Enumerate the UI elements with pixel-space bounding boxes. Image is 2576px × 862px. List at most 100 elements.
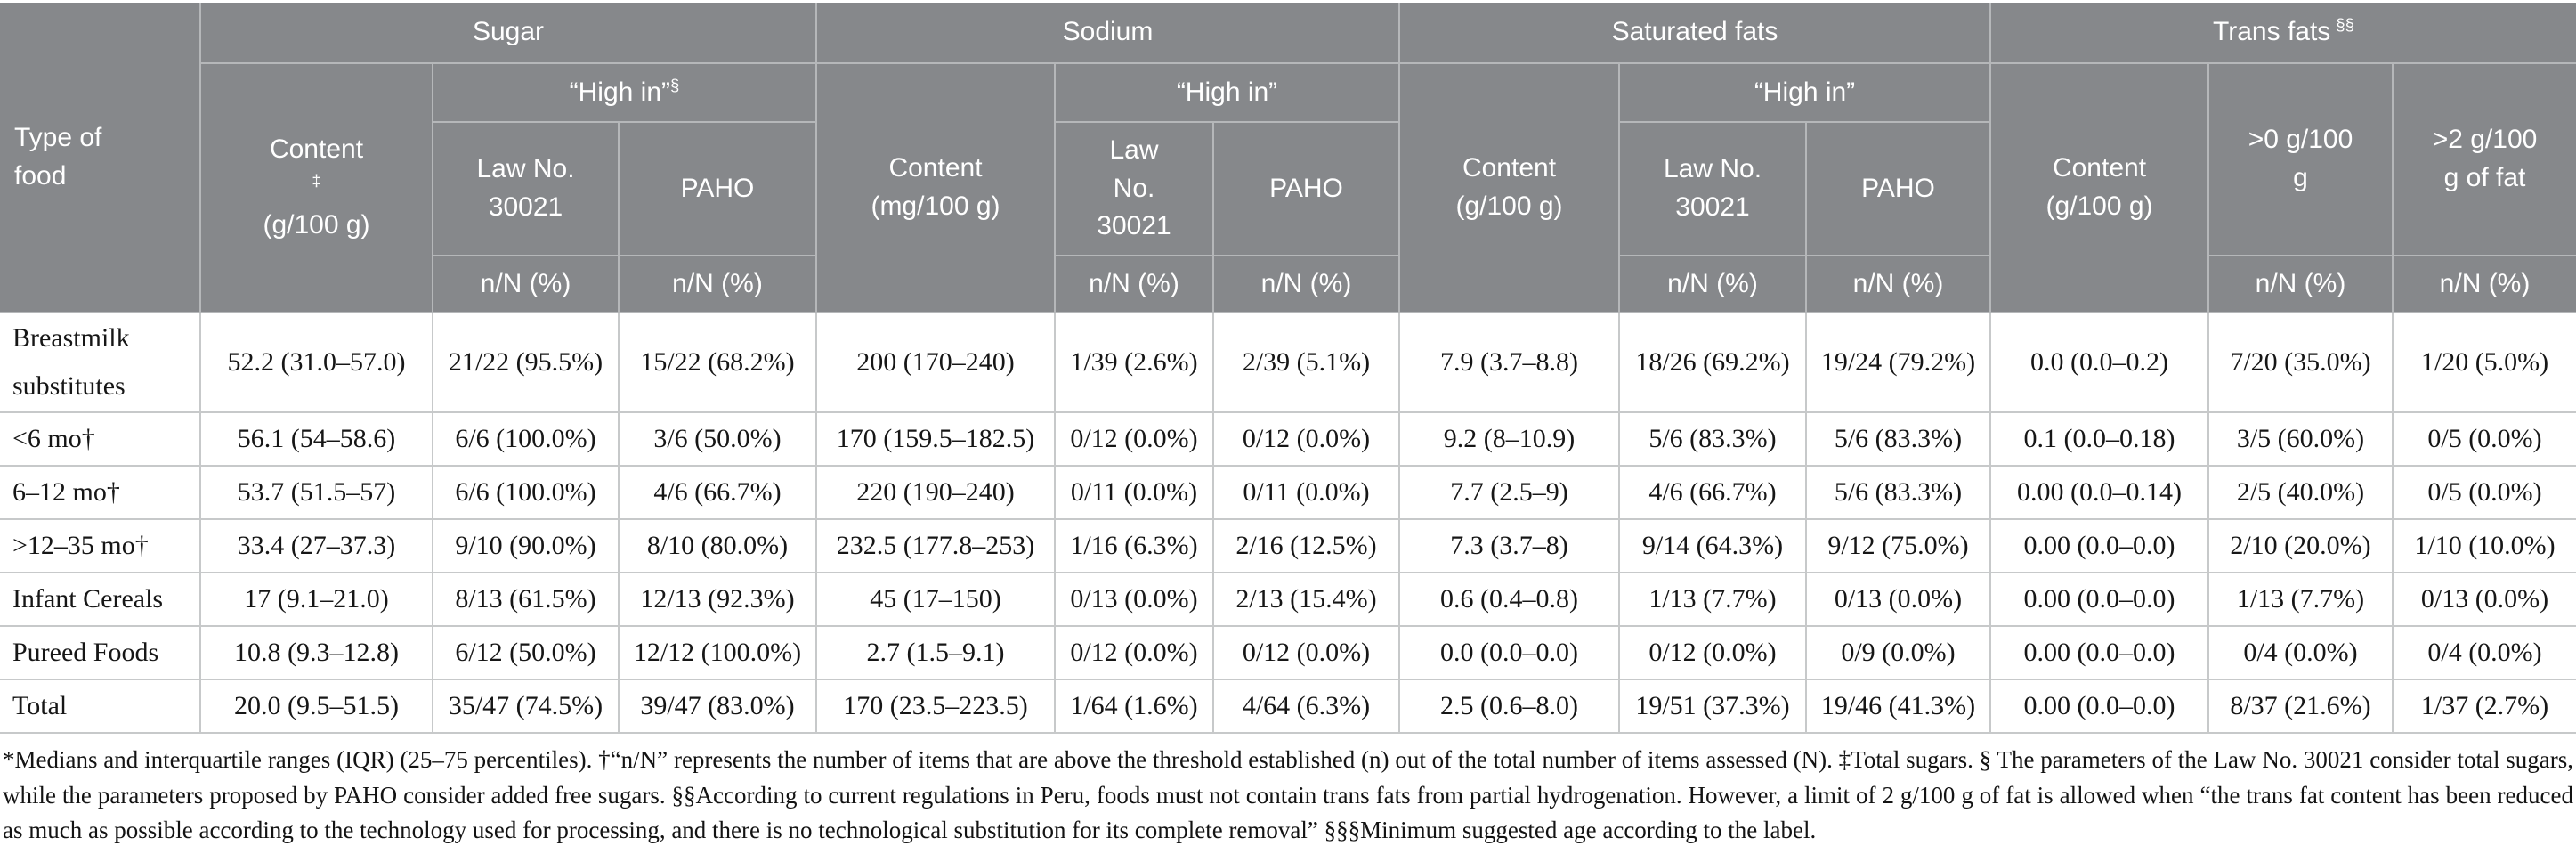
table-cell: 2.5 (0.6–8.0) <box>1398 679 1620 734</box>
table-cell: 0/13 (0.0%) <box>1054 572 1214 627</box>
sodium-paho-label: PAHO <box>1269 173 1343 203</box>
sugar-content-line1: Content ‡ <box>208 131 425 207</box>
table-row-breastmilk-substitutes: Breastmilk substitutes 52.2 (31.0–57.0) … <box>0 312 2576 413</box>
table-cell: 1/64 (1.6%) <box>1054 679 1214 734</box>
table-cell: 4/64 (6.3%) <box>1212 679 1400 734</box>
table-row-pureed-foods: Pureed Foods 10.8 (9.3–12.8) 6/12 (50.0%… <box>0 625 2576 680</box>
table-row-total: Total 20.0 (9.5–51.5) 35/47 (74.5%) 39/4… <box>0 679 2576 734</box>
table-cell: 52.2 (31.0–57.0) <box>199 312 433 413</box>
table-cell: 0/11 (0.0%) <box>1212 465 1400 520</box>
sugar-law-line1: Law No. <box>476 154 575 184</box>
row-label: Pureed Foods <box>0 625 201 680</box>
table-cell: 0/5 (0.0%) <box>2391 411 2576 467</box>
table-cell: 4/6 (66.7%) <box>618 465 817 520</box>
table-cell: 2/16 (12.5%) <box>1212 518 1400 573</box>
table-cell: 0.00 (0.0–0.14) <box>1989 465 2209 520</box>
transfat-content-word: Content <box>2052 153 2147 183</box>
table-cell: 6/12 (50.0%) <box>432 625 620 680</box>
row-label: Total <box>0 679 201 734</box>
col-header-type-of-food: Type of food <box>0 3 201 313</box>
sugar-high-in-footnote-mark: § <box>670 75 680 94</box>
sugar-content-unit: (g/100 g) <box>263 210 370 240</box>
transfat-content-unit: (g/100 g) <box>2045 191 2153 221</box>
col-header-transfat-gt0: >0 g/100 g <box>2207 62 2394 256</box>
table-cell: 0.00 (0.0–0.0) <box>1989 625 2209 680</box>
table-cell: 2.7 (1.5–9.1) <box>815 625 1056 680</box>
sodium-law-line3: 30021 <box>1097 211 1171 241</box>
nutrient-table: Type of food Sugar Sodium Saturated fats… <box>0 3 2576 734</box>
table-cell: 0/12 (0.0%) <box>1054 625 1214 680</box>
transfat-gt2-line1: >2 g/100 <box>2432 125 2538 155</box>
table-cell: 232.5 (177.8–253) <box>815 518 1056 573</box>
col-header-sugar-paho-nn: n/N (%) <box>618 255 817 313</box>
table-cell: 9/12 (75.0%) <box>1805 518 1991 573</box>
header-subgroup-row: Content ‡ (g/100 g) “High in”§ Content (m… <box>0 62 2576 313</box>
satfat-law-line1: Law No. <box>1663 154 1762 184</box>
table-cell: 200 (170–240) <box>815 312 1056 413</box>
table-cell: 5/6 (83.3%) <box>1805 411 1991 467</box>
row-label: Breastmilk substitutes <box>0 312 201 413</box>
col-header-sugar-content: Content ‡ (g/100 g) <box>200 62 433 313</box>
table-cell: 7.7 (2.5–9) <box>1398 465 1620 520</box>
table-cell: 5/6 (83.3%) <box>1618 411 1807 467</box>
sugar-content-word: Content <box>269 134 364 165</box>
table-cell: 0.00 (0.0–0.0) <box>1989 679 2209 734</box>
satfat-paho-label: PAHO <box>1861 173 1935 203</box>
table-cell: 53.7 (51.5–57) <box>199 465 433 520</box>
group-header-sodium: Sodium <box>815 3 1400 64</box>
table-cell: 1/13 (7.7%) <box>2207 572 2394 627</box>
table-cell: 0.1 (0.0–0.18) <box>1989 411 2209 467</box>
satfat-content-word: Content <box>1462 153 1557 183</box>
col-header-sodium-high-in: “High in” <box>1054 62 1400 123</box>
sugar-law-line2: 30021 <box>488 192 563 222</box>
table-cell: 3/5 (60.0%) <box>2207 411 2394 467</box>
table-cell: 1/16 (6.3%) <box>1054 518 1214 573</box>
table-cell: 21/22 (95.5%) <box>432 312 620 413</box>
sodium-high-in-label: “High in” <box>1176 77 1278 107</box>
sodium-content-word: Content <box>888 153 983 183</box>
footnote: *Medians and interquartile ranges (IQR) … <box>3 746 2573 844</box>
table-cell: 45 (17–150) <box>815 572 1056 627</box>
header-criteria-row: Law No. 30021 PAHO Law No. 30021 PAHO La… <box>0 121 2576 256</box>
table-cell: 0/4 (0.0%) <box>2391 625 2576 680</box>
table-cell: 5/6 (83.3%) <box>1805 465 1991 520</box>
table-cell: 39/47 (83.0%) <box>618 679 817 734</box>
table-cell: 0/12 (0.0%) <box>1212 411 1400 467</box>
group-header-saturated-fats: Saturated fats <box>1398 3 1991 64</box>
col-header-transfat-gt2-nn: n/N (%) <box>2391 255 2576 313</box>
table-cell: 7/20 (35.0%) <box>2207 312 2394 413</box>
header-group-row: Type of food Sugar Sodium Saturated fats… <box>0 3 2576 313</box>
table-cell: 0/12 (0.0%) <box>1618 625 1807 680</box>
col-header-sugar-high-in: “High in”§ <box>432 62 817 123</box>
row-label: Infant Cereals <box>0 572 201 627</box>
table-cell: 0.0 (0.0–0.0) <box>1398 625 1620 680</box>
sugar-high-in-label: “High in” <box>569 77 671 107</box>
sugar-content-footnote-mark: ‡ <box>312 170 321 190</box>
table-cell: 0.6 (0.4–0.8) <box>1398 572 1620 627</box>
table-cell: 8/10 (80.0%) <box>618 518 817 573</box>
table-cell: 9/14 (64.3%) <box>1618 518 1807 573</box>
table-cell: 0/12 (0.0%) <box>1212 625 1400 680</box>
table-cell: 1/39 (2.6%) <box>1054 312 1214 413</box>
table-cell: 170 (159.5–182.5) <box>815 411 1056 467</box>
row-label: 6–12 mo† <box>0 465 201 520</box>
table-cell: 6/6 (100.0%) <box>432 465 620 520</box>
table-cell: 0/13 (0.0%) <box>1805 572 1991 627</box>
col-header-sodium-paho: PAHO <box>1212 121 1400 256</box>
table-cell: 8/13 (61.5%) <box>432 572 620 627</box>
table-cell: 3/6 (50.0%) <box>618 411 817 467</box>
satfat-law-line2: 30021 <box>1675 192 1750 222</box>
table-cell: 9/10 (90.0%) <box>432 518 620 573</box>
table-cell: 0/4 (0.0%) <box>2207 625 2394 680</box>
satfat-high-in-label: “High in” <box>1754 77 1856 107</box>
type-of-food-line2: food <box>14 160 67 191</box>
col-header-transfat-content: Content (g/100 g) <box>1989 62 2209 313</box>
col-header-sodium-law: Law No. 30021 <box>1054 121 1214 256</box>
group-header-sugar: Sugar <box>199 3 817 64</box>
table-cell: 2/5 (40.0%) <box>2207 465 2394 520</box>
col-header-transfat-gt2: >2 g/100 g of fat <box>2391 62 2576 256</box>
header-nn-row: n/N (%) n/N (%) n/N (%) n/N (%) n/N (%) … <box>0 255 2576 313</box>
table-cell: 1/20 (5.0%) <box>2391 312 2576 413</box>
table-cell: 0/12 (0.0%) <box>1054 411 1214 467</box>
table-cell: 170 (23.5–223.5) <box>815 679 1056 734</box>
